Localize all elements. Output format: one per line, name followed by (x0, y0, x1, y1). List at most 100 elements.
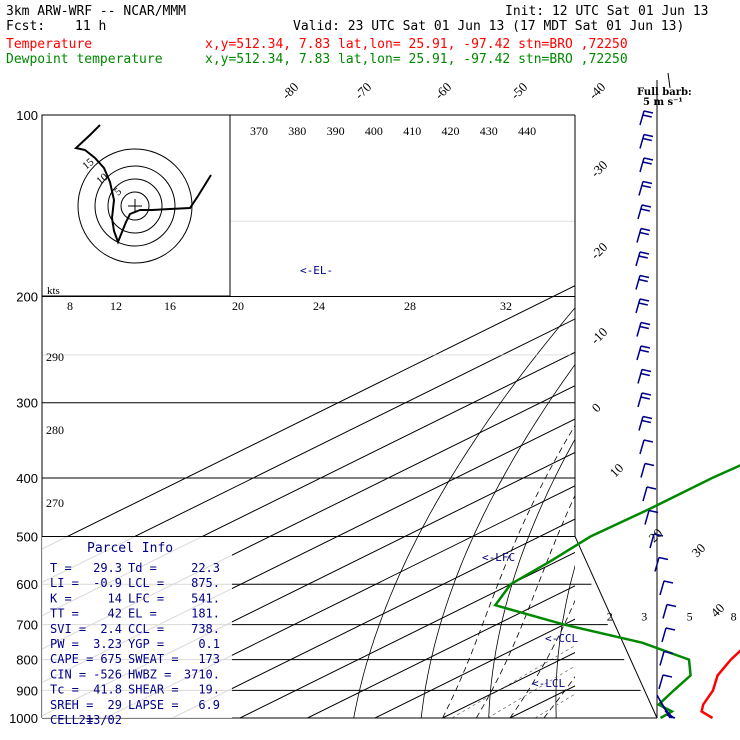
wind-barb-flag (640, 345, 651, 349)
isotherm-label--60: -60 (432, 79, 455, 102)
pressure-tick-1000: 1000 (9, 711, 38, 726)
wind-barb-staff (636, 322, 642, 337)
parcel-info-cell: LAPSE = (128, 698, 179, 712)
isotherm-label--20: -20 (588, 239, 611, 262)
wind-barb-flag (642, 180, 653, 185)
temperature-legend-info: x,y=512.34, 7.83 lat,lon= 25.91, -97.42 … (205, 37, 628, 52)
parcel-info-cell: 2.4 (100, 622, 122, 636)
wind-barb-staff (639, 110, 645, 126)
dewpoint-profile (493, 464, 740, 720)
wind-barb-staff (637, 392, 643, 408)
wind-barb-staff (654, 557, 660, 572)
theta-labels: 370 380 390 400 410 420 430 440 290 280 270 (46, 124, 536, 510)
wind-barb-flag (642, 114, 652, 118)
lcl-marker: <-LCL (532, 677, 565, 690)
hodograph-axis-labels: 8 12 16 20 24 28 32 (67, 299, 512, 313)
isotherm-label-30: 30 (689, 540, 709, 560)
wind-barb-flag (638, 255, 648, 259)
plot-right-slant (574, 536, 658, 719)
wind-barb-staff (639, 439, 645, 455)
parcel-info-cell: SVI = (50, 622, 86, 636)
parcel-info-cell: -0.9 (93, 576, 122, 590)
parcel-info-cell: CAPE = (50, 652, 93, 666)
pressure-axis: 100 200 300 400 500 600 700 800 900 1000 (9, 108, 38, 726)
parcel-info-cell: CCL = (128, 622, 164, 636)
parcel-info-cell: Tc = (50, 683, 79, 697)
moist-adiabat (578, 297, 740, 719)
wind-barb-flag (640, 321, 651, 326)
parcel-info-cell: EL = (128, 607, 157, 621)
moist-adiabat (509, 599, 575, 718)
parcel-info-cell: SWEAT = (128, 652, 179, 666)
wind-barb-staff (658, 674, 664, 690)
ccl-marker: <-CCL (545, 632, 578, 645)
wind-barb-staff (635, 251, 641, 267)
wind-barb-staff (642, 486, 648, 502)
wind-barb-staff (635, 298, 641, 314)
parcel-info-cell: 3710. (184, 667, 220, 681)
theta-label-280: 280 (46, 423, 64, 437)
wind-barb-staff (638, 416, 644, 431)
parcel-info-cell: SHEAR = (128, 683, 179, 697)
dry-adiabat (353, 307, 575, 718)
parcel-info-cell: 29 (108, 698, 122, 712)
parcel-info-cell: T = (50, 561, 72, 575)
wind-barb-staff (637, 369, 643, 384)
parcel-info-cell: 14 (108, 591, 122, 605)
isotherm-label--80: -80 (279, 79, 302, 102)
wind-barb-staff (639, 134, 645, 149)
mixing-ratio-label-5: 5 (687, 610, 693, 624)
theta-label-290: 290 (46, 350, 64, 364)
parcel-info-cell: 0.1 (198, 637, 220, 651)
wind-barb-staff (636, 228, 642, 243)
parcel-info-cell: 173 (198, 652, 220, 666)
isotherm-line (42, 285, 575, 550)
isotherm-line (239, 551, 575, 718)
parcel-info-cell: 3.23 (93, 637, 122, 651)
parcel-info-cell: Td = (128, 561, 157, 575)
parcel-info-cell: 541. (191, 591, 220, 605)
isotherm-line (442, 651, 575, 718)
dewpoint-legend-label: Dewpoint temperature (6, 52, 163, 67)
temperature-legend-label: Temperature (6, 37, 92, 52)
isotherm-line (42, 451, 575, 717)
wind-barb-staff (649, 533, 655, 549)
dewpoint-legend-info: x,y=512.34, 7.83 lat,lon= 25.91, -97.42 … (205, 52, 628, 67)
isotherm-label--30: -30 (588, 157, 611, 180)
isotherm-label--40: -40 (586, 79, 609, 102)
wind-barb-staff (662, 604, 668, 619)
parcel-info-cell: HWBZ = (128, 667, 171, 681)
dry-adiabat (420, 363, 575, 718)
wind-barb-flag (640, 396, 650, 400)
wind-barb-flag (641, 368, 652, 373)
wind-barb-flag (640, 227, 651, 232)
wind-barb-flag (663, 650, 674, 655)
wind-barb-flag (638, 302, 648, 306)
barb-legend: Full barb: 5 m s⁻¹ (637, 72, 692, 108)
isotherm-line (509, 685, 575, 718)
wind-barb-flag (642, 161, 652, 165)
wind-barb-flag (641, 204, 652, 208)
hodo-axis-32: 32 (500, 299, 512, 313)
mixing-ratio-label-2: 2 (607, 610, 613, 624)
isotherm-line (104, 485, 575, 718)
forecast-label: Fcst: (6, 19, 45, 34)
parcel-info-cell: 875. (191, 576, 220, 590)
wind-barb-staff (659, 651, 665, 666)
parcel-info-panel: Parcel Info T = 29.3 Td = 22.3 LI = -0.9 LCL =… (42, 537, 232, 727)
isotherm-label--70: -70 (352, 79, 375, 102)
wind-barb-flag (665, 627, 676, 631)
theta-label-400: 400 (365, 124, 383, 138)
el-marker: <-EL- (300, 264, 333, 277)
parcel-info-cell: CIN = (50, 667, 86, 681)
mixing-ratio-line (487, 665, 575, 718)
hodo-axis-16: 16 (164, 299, 176, 313)
wind-barb-staff (638, 181, 644, 196)
wind-barb-staff (640, 463, 646, 478)
mixing-ratio-line (622, 584, 740, 718)
wind-barb-flag (641, 392, 652, 396)
parcel-info-cell: 19. (198, 683, 220, 697)
wind-barb-flag (646, 486, 657, 490)
